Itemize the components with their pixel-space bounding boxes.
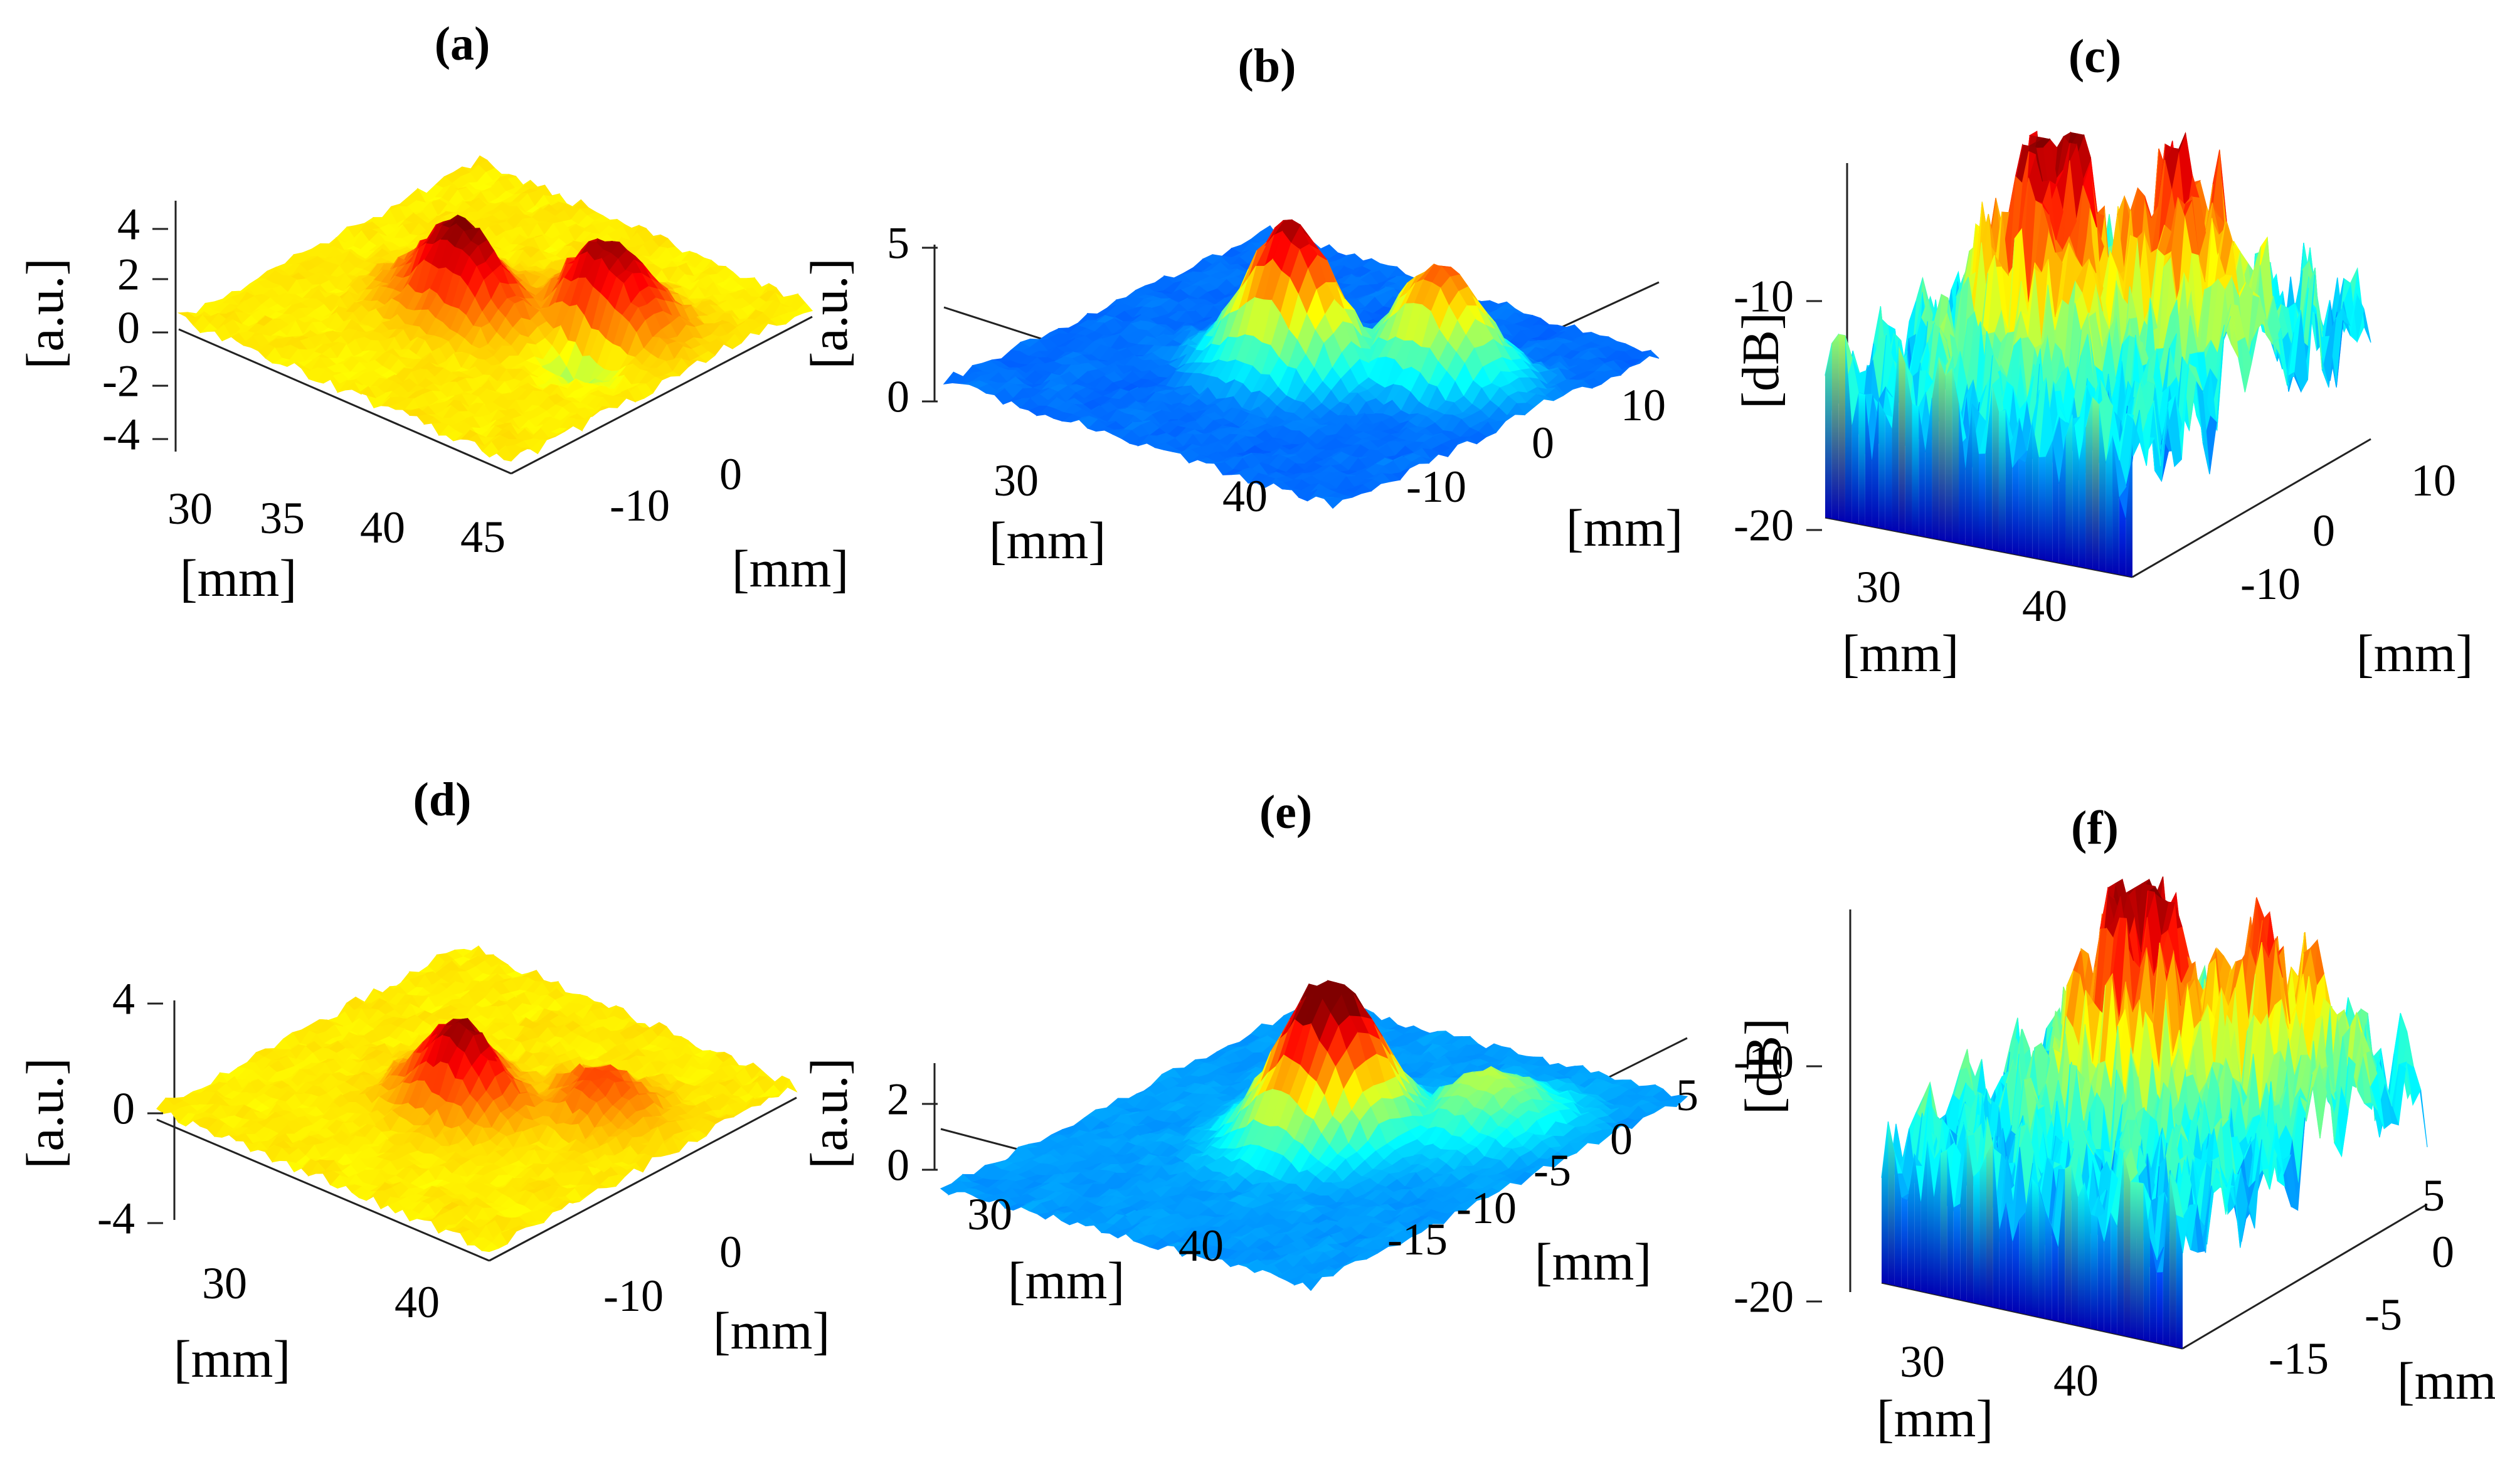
panel-title: (a) bbox=[435, 18, 490, 70]
y-axis-label: [mm] bbox=[732, 540, 849, 598]
panel-b: (b) 5 0 30 40 -10 0 10 [a.u.] [mm] [mm] bbox=[800, 40, 1683, 570]
curtain-strip bbox=[1858, 393, 1865, 526]
y-tick-label: 0 bbox=[719, 449, 742, 499]
curtain-strip bbox=[1838, 334, 1845, 522]
curtain-strip bbox=[1939, 357, 1946, 541]
curtain-strip bbox=[2018, 458, 2026, 556]
y-tick-label: -10 bbox=[1406, 462, 1466, 512]
curtain-strip bbox=[1979, 453, 1986, 549]
curtain-strip bbox=[1998, 410, 2006, 553]
x-tick-label: 35 bbox=[260, 493, 305, 543]
z-tick-label: 5 bbox=[887, 218, 909, 268]
y-tick-label: 0 bbox=[2312, 506, 2335, 556]
x-tick-label: 30 bbox=[993, 455, 1039, 506]
curtain-strip bbox=[1885, 413, 1892, 531]
curtain-strip bbox=[2092, 397, 2099, 571]
z-tick-label: 0 bbox=[117, 303, 140, 353]
z-tick-label: -20 bbox=[1734, 501, 1794, 551]
curtain-strip bbox=[2038, 457, 2046, 561]
panel-a: (a)420-2-430 35 40 45-100[a.u.][mm] [mm] bbox=[16, 18, 849, 608]
x-tick-label: 30 bbox=[1856, 562, 1901, 612]
y-axis-label: [mm] bbox=[2356, 625, 2474, 683]
curtain-strip bbox=[2012, 458, 2019, 555]
y-tick-label: 10 bbox=[1621, 380, 1666, 430]
z-axis-label: [a.u.] bbox=[16, 258, 75, 369]
curtain-strip bbox=[1912, 403, 1919, 536]
x-axis-line bbox=[178, 328, 512, 475]
panel-title: (c) bbox=[2069, 30, 2121, 83]
x-tick-label: 40 bbox=[2022, 581, 2067, 631]
x-axis-label: [mm] bbox=[1842, 625, 1959, 683]
y-tick-label: 10 bbox=[2411, 455, 2456, 506]
y-axis-line bbox=[2132, 438, 2371, 578]
x-tick-label: 30 bbox=[167, 484, 213, 534]
y-tick-label: -10 bbox=[2240, 559, 2301, 609]
z-tick-label: 2 bbox=[117, 250, 140, 300]
z-tick-label: 0 bbox=[887, 372, 909, 422]
z-tick-label: -4 bbox=[102, 410, 140, 460]
y-tick-label: 0 bbox=[1532, 418, 1554, 468]
x-tick-label: 45 bbox=[460, 512, 506, 562]
z-tick-label: 4 bbox=[117, 199, 140, 250]
x-axis-label: [mm] bbox=[989, 512, 1106, 570]
y-axis-label: [mm] bbox=[1566, 499, 1683, 558]
x-tick-label: 40 bbox=[360, 502, 405, 553]
curtain-strip bbox=[2045, 441, 2053, 562]
x-tick-label: 40 bbox=[1222, 471, 1268, 521]
surface-mesh bbox=[177, 155, 813, 462]
surface-mesh bbox=[156, 945, 798, 1253]
curtain-strip bbox=[1878, 400, 1885, 529]
y-tick-label: -10 bbox=[610, 480, 670, 531]
curtain-strip bbox=[2065, 414, 2073, 566]
y-axis-line bbox=[511, 315, 813, 475]
surface-patch bbox=[1323, 497, 1343, 509]
curtain-strip bbox=[1992, 384, 1999, 551]
z-axis-label: [dB] bbox=[1732, 312, 1790, 409]
curtain-strip bbox=[1945, 368, 1952, 543]
x-axis-label: [mm] bbox=[180, 549, 297, 608]
z-tick-label: -2 bbox=[102, 356, 140, 406]
curtain-strip bbox=[1831, 334, 1839, 521]
z-axis-label: [a.u.] bbox=[800, 258, 859, 369]
panel-d: (d)40-430 40 -100[a.u.][mm] [mm] bbox=[16, 773, 830, 1389]
curtain-strip bbox=[1899, 346, 1905, 533]
panel-title: (b) bbox=[1238, 40, 1296, 92]
